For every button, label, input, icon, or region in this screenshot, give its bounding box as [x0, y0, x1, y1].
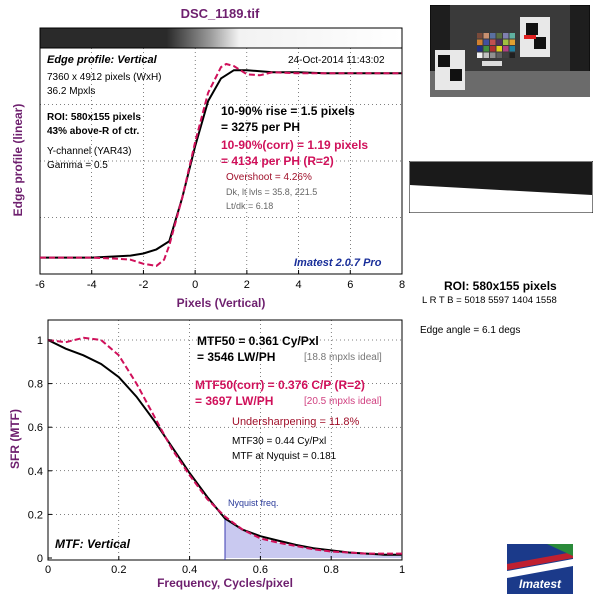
mtf-y-tick-label: 0.6 [28, 422, 43, 434]
mtf50-corr-ideal: [20.5 mpxls ideal] [304, 396, 382, 407]
edge-tick-label: 2 [244, 279, 250, 291]
color-patch [496, 39, 502, 45]
mtf-x-tick-label: 1 [399, 564, 405, 576]
mtf-grid [48, 320, 402, 560]
mtf50-lwph: = 3546 LW/PH [197, 350, 276, 364]
mtf-corrected-line [47, 336, 402, 555]
roi-info: ROI: 580x155 pixels [47, 112, 141, 123]
edge-angle: Edge angle = 6.1 degs [420, 325, 521, 336]
color-patch [483, 33, 489, 39]
edge-tick-label: 8 [399, 279, 405, 291]
mtf-y-tick-label: 1 [37, 335, 43, 347]
mtf50-value: MTF50 = 0.361 Cy/Pxl [197, 334, 319, 348]
mtf-ticks: 0 0.2 0.4 0.6 0.8 1 0 0.2 0.4 0.6 0.8 1 [28, 335, 405, 576]
edge-tick-label: 4 [296, 279, 302, 291]
color-patch [496, 46, 502, 52]
rise-per-ph: = 3275 per PH [221, 120, 301, 134]
mtf-y-tick-label: 0 [37, 553, 43, 565]
file-title: DSC_1189.tif [180, 6, 260, 21]
mtf-y-tick-label: 0.2 [28, 509, 43, 521]
nyquist-shade [225, 516, 402, 558]
edge-grid [40, 48, 402, 274]
test-chart-thumbnail [430, 5, 590, 97]
undersharpening-value: Undersharpening = 11.8% [232, 416, 360, 428]
color-patch [490, 39, 496, 45]
edge-x-axis-label: Pixels (Vertical) [176, 296, 266, 310]
side-roi-coords: L R T B = 5018 5597 1404 1558 [422, 295, 557, 306]
imatest-logo: Imatest [507, 544, 573, 594]
mtf50-corr-lwph: = 3697 LW/PH [195, 394, 274, 408]
mtf-y-axis-label: SFR (MTF) [8, 409, 22, 469]
light-dark-ratio: Lt/dk = 6.18 [226, 201, 274, 211]
color-patch [503, 52, 509, 58]
edge-measured-line [40, 69, 402, 259]
edge-x-ticks: -6 -4 -2 0 2 4 6 8 [35, 270, 405, 291]
edge-y-axis-label: Edge profile (linear) [11, 103, 25, 217]
megapixels: 36.2 Mpxls [47, 86, 96, 97]
mtf-corner-label: MTF: Vertical [55, 537, 130, 551]
color-patch [496, 33, 502, 39]
color-patch [483, 46, 489, 52]
overshoot-value: Overshoot = 4.26% [226, 172, 312, 183]
color-patch [490, 46, 496, 52]
color-patch [477, 46, 483, 52]
edge-roi-crop [409, 161, 593, 213]
color-patch [496, 52, 502, 58]
color-patch [509, 46, 515, 52]
nyquist-label: Nyquist freq. [228, 498, 279, 508]
color-patch [503, 39, 509, 45]
edge-header-label: Edge profile: Vertical [47, 54, 157, 66]
color-patch [490, 52, 496, 58]
color-patch [490, 33, 496, 39]
edge-timestamp: 24-Oct-2014 11:43:02 [288, 55, 385, 66]
color-patch [477, 52, 483, 58]
color-patch [503, 33, 509, 39]
color-patch [477, 33, 483, 39]
logo-text: Imatest [518, 577, 562, 591]
mtf-x-tick-label: 0 [45, 564, 51, 576]
channel-info: Y-channel (YAR43) [47, 146, 132, 157]
edge-tick-label: -6 [35, 279, 45, 291]
edge-tick-label: 0 [192, 279, 198, 291]
side-roi-label: ROI: 580x155 pixels [444, 279, 557, 293]
color-patch [503, 46, 509, 52]
mtf-x-axis-label: Frequency, Cycles/pixel [157, 576, 293, 590]
mtf-series [47, 336, 402, 556]
color-patch [477, 39, 483, 45]
rise-corr-per-ph: = 4134 per PH (R=2) [221, 154, 334, 168]
imatest-version: Imatest 2.0.7 Pro [294, 257, 382, 269]
dark-light-levels: Dk, lt lvls = 35.8, 221.5 [226, 187, 318, 197]
edge-gradient-strip [39, 27, 403, 49]
edge-series [40, 62, 402, 267]
image-size: 7360 x 4912 pixels (WxH) [47, 72, 162, 83]
edge-tick-label: 6 [347, 279, 353, 291]
color-patch [509, 33, 515, 39]
color-patch [483, 52, 489, 58]
mtf-nyquist-value: MTF at Nyquist = 0.181 [232, 451, 337, 462]
mtf-x-tick-label: 0.6 [253, 564, 268, 576]
mtf50-ideal: [18.8 mpxls ideal] [304, 352, 382, 363]
mtf30-value: MTF30 = 0.44 Cy/Pxl [232, 436, 327, 447]
rise-value: 10-90% rise = 1.5 pixels [221, 104, 355, 118]
mtf-x-tick-label: 0.8 [324, 564, 339, 576]
rise-corr-value: 10-90%(corr) = 1.19 pixels [221, 138, 369, 152]
color-patch [509, 39, 515, 45]
mtf-x-tick-label: 0.4 [182, 564, 197, 576]
logo-graphic [507, 544, 573, 594]
roi-position: 43% above-R of ctr. [47, 126, 140, 137]
edge-tick-label: -4 [87, 279, 97, 291]
nyquist-region [224, 516, 402, 560]
edge-tick-label: -2 [139, 279, 149, 291]
mtf-y-tick-label: 0.8 [28, 379, 43, 391]
gamma-info: Gamma = 0.5 [47, 160, 108, 171]
color-patch [483, 39, 489, 45]
mtf-y-tick-label: 0.4 [28, 466, 43, 478]
edge-corrected-line [40, 62, 402, 267]
mtf50-corr-value: MTF50(corr) = 0.376 C/P (R=2) [195, 378, 365, 392]
mtf-x-tick-label: 0.2 [111, 564, 126, 576]
color-patch [509, 52, 515, 58]
